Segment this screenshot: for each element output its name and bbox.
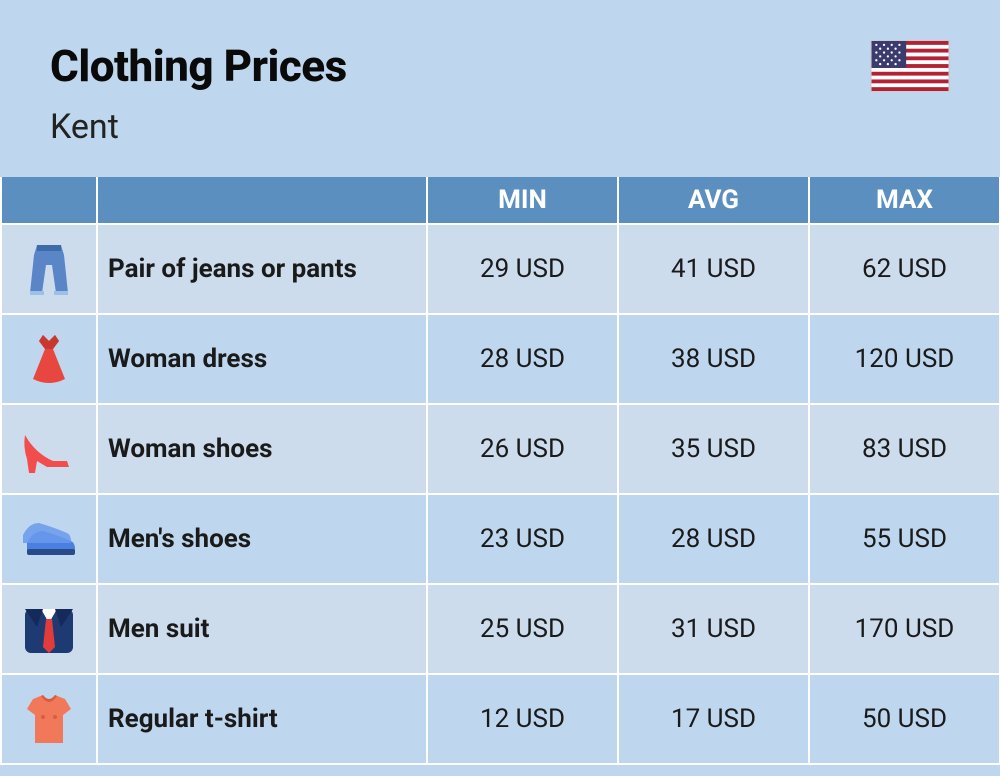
cell-min: 23 USD — [427, 494, 618, 584]
table-row: Pair of jeans or pants 29 USD 41 USD 62 … — [1, 224, 1000, 314]
us-flag-icon — [870, 40, 950, 92]
table-row: Men's shoes 23 USD 28 USD 55 USD — [1, 494, 1000, 584]
row-label: Men suit — [97, 584, 427, 674]
cell-avg: 31 USD — [618, 584, 809, 674]
col-head-avg: AVG — [618, 177, 809, 224]
cell-min: 25 USD — [427, 584, 618, 674]
table-row: Regular t-shirt 12 USD 17 USD 50 USD — [1, 674, 1000, 764]
cell-max: 55 USD — [809, 494, 1000, 584]
row-label: Woman shoes — [97, 404, 427, 494]
col-head-max: MAX — [809, 177, 1000, 224]
cell-min: 26 USD — [427, 404, 618, 494]
row-label: Pair of jeans or pants — [97, 224, 427, 314]
table-row: Woman shoes 26 USD 35 USD 83 USD — [1, 404, 1000, 494]
col-head-min: MIN — [427, 177, 618, 224]
heel-icon — [19, 419, 79, 479]
cell-max: 62 USD — [809, 224, 1000, 314]
prices-table: MIN AVG MAX Pair of jeans or pants 29 US… — [0, 177, 1000, 765]
tshirt-icon — [19, 689, 79, 749]
cell-min: 28 USD — [427, 314, 618, 404]
cell-min: 12 USD — [427, 674, 618, 764]
page-subtitle: Kent — [50, 107, 347, 147]
cell-avg: 17 USD — [618, 674, 809, 764]
page-title: Clothing Prices — [50, 40, 347, 92]
cell-max: 50 USD — [809, 674, 1000, 764]
suit-icon — [19, 599, 79, 659]
cell-max: 170 USD — [809, 584, 1000, 674]
col-head-label — [97, 177, 427, 224]
row-label: Men's shoes — [97, 494, 427, 584]
cell-avg: 28 USD — [618, 494, 809, 584]
row-label: Woman dress — [97, 314, 427, 404]
dress-icon — [19, 329, 79, 389]
jeans-icon — [19, 239, 79, 299]
cell-avg: 41 USD — [618, 224, 809, 314]
table-header: MIN AVG MAX — [1, 177, 1000, 224]
table-row: Men suit 25 USD 31 USD 170 USD — [1, 584, 1000, 674]
title-block: Clothing Prices Kent — [50, 40, 347, 147]
header: Clothing Prices Kent — [0, 0, 1000, 177]
cell-min: 29 USD — [427, 224, 618, 314]
col-head-icon — [1, 177, 97, 224]
cell-max: 83 USD — [809, 404, 1000, 494]
cell-max: 120 USD — [809, 314, 1000, 404]
cell-avg: 38 USD — [618, 314, 809, 404]
cell-avg: 35 USD — [618, 404, 809, 494]
row-label: Regular t-shirt — [97, 674, 427, 764]
sneaker-icon — [19, 509, 79, 569]
table-row: Woman dress 28 USD 38 USD 120 USD — [1, 314, 1000, 404]
